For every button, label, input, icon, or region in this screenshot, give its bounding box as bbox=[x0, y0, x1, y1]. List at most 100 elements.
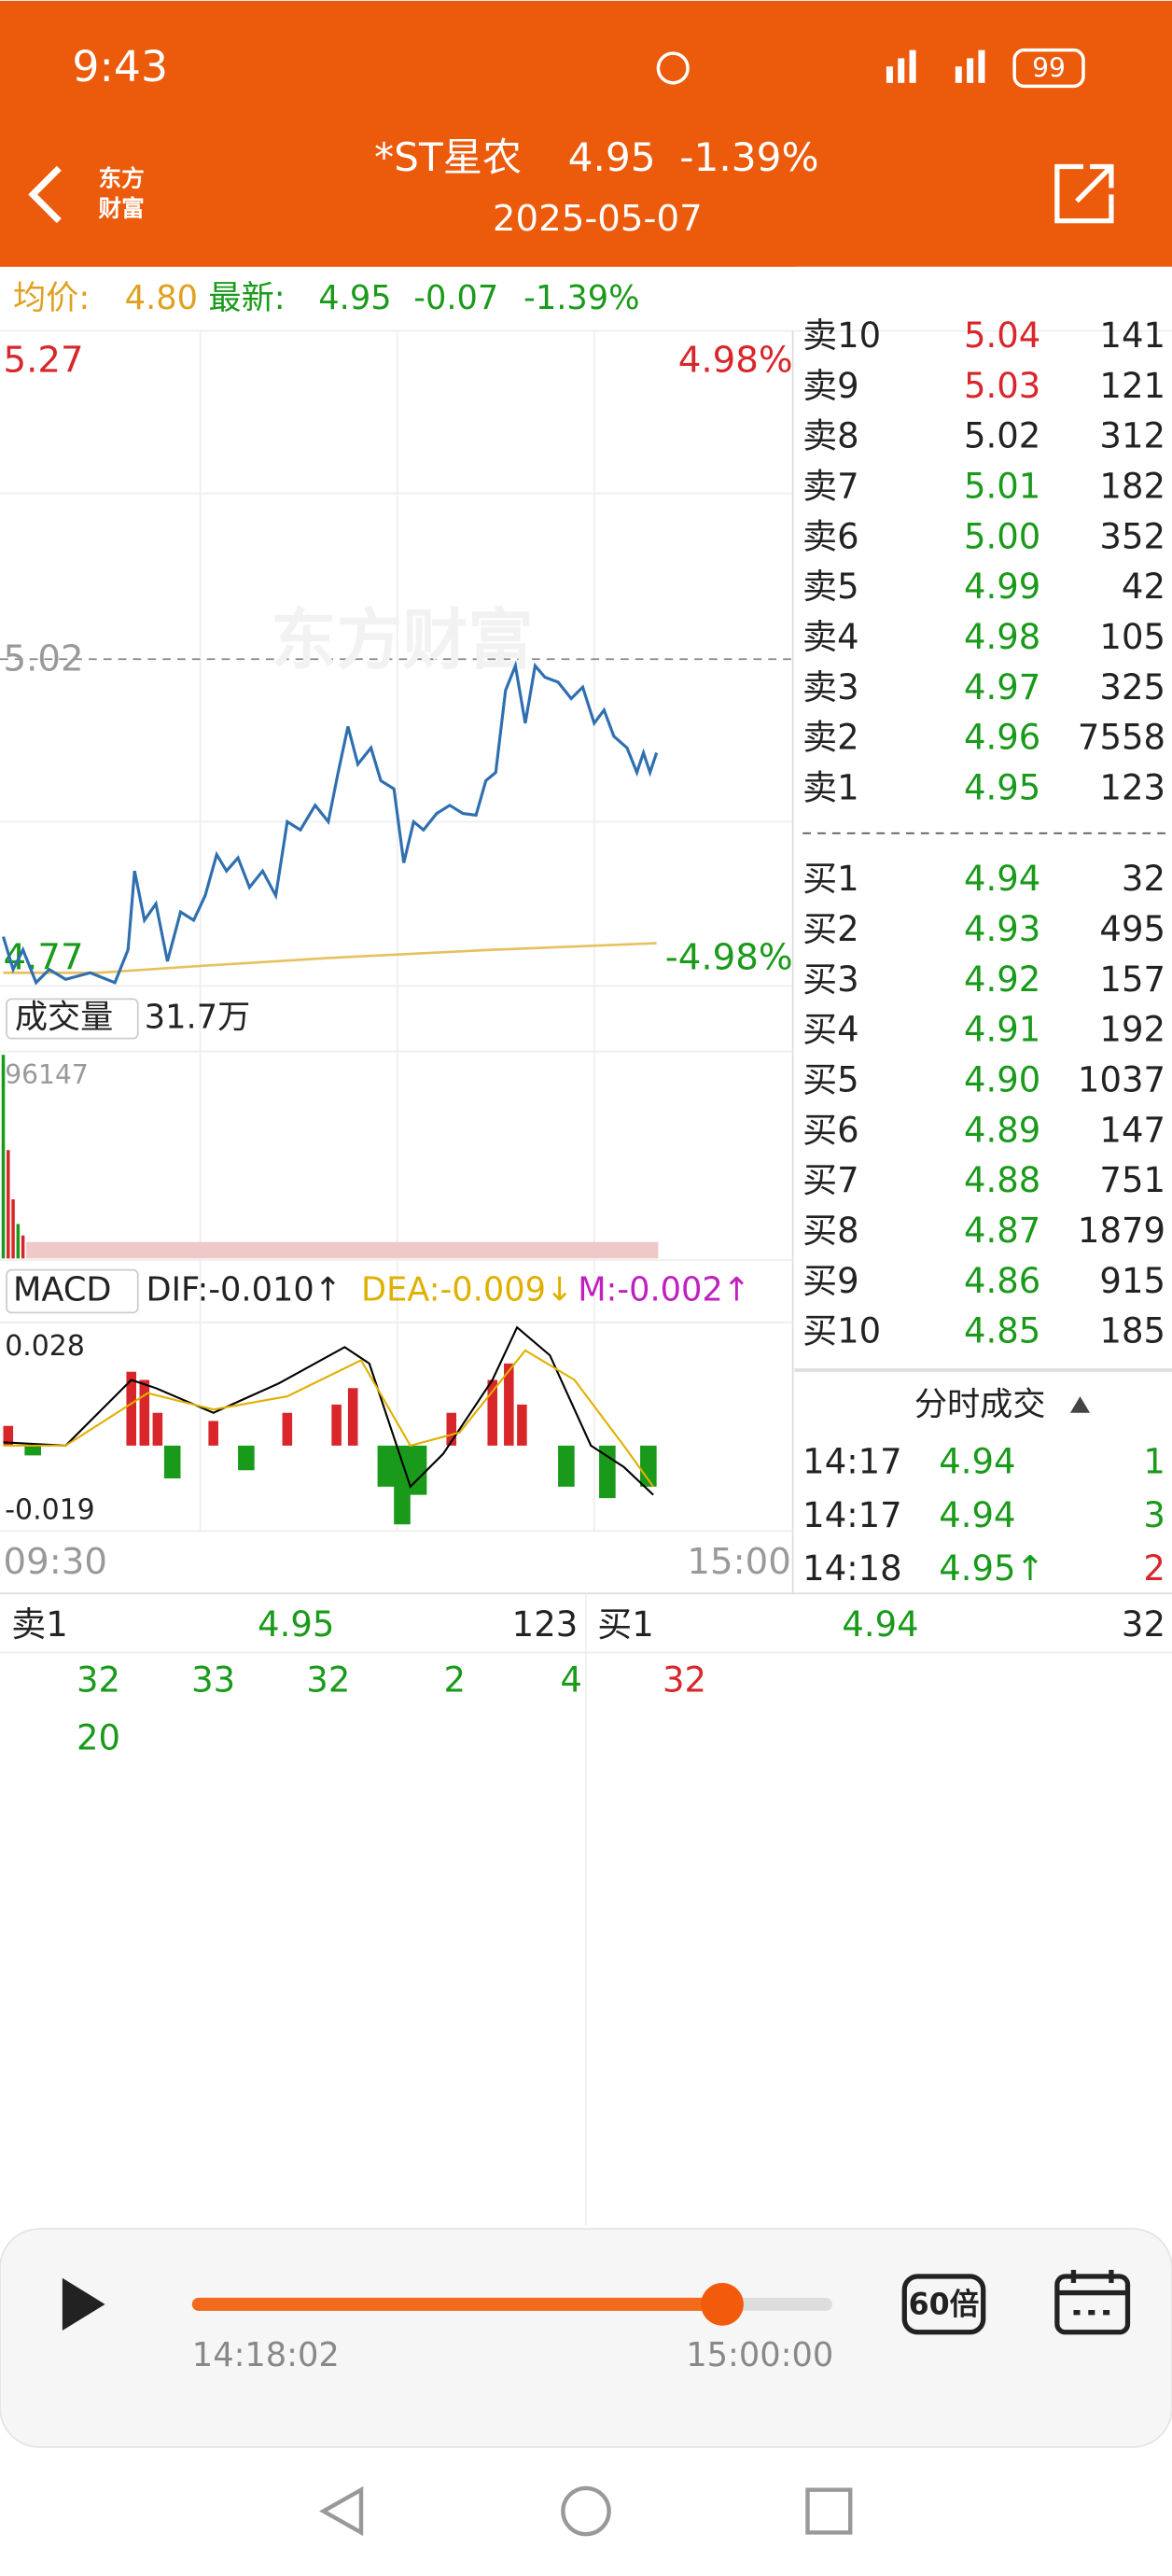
latest-price: 4.95 bbox=[318, 279, 391, 317]
clip bbox=[794, 266, 1172, 316]
book-volume: 121 bbox=[1099, 366, 1165, 406]
macd-bars bbox=[3, 1363, 657, 1525]
logo-text: 东方 bbox=[99, 165, 145, 192]
speed: 60倍 bbox=[909, 2289, 980, 2322]
time-start: 09:30 bbox=[4, 1541, 108, 1583]
book-price: 4.93 bbox=[964, 909, 1040, 949]
book-label: 卖1 bbox=[802, 767, 858, 807]
book-volume: 192 bbox=[1099, 1010, 1165, 1050]
book-label: 卖8 bbox=[802, 416, 858, 456]
dif-line bbox=[3, 1325, 654, 1496]
queue-buy-label: 买1 bbox=[597, 1604, 653, 1645]
book-volume: 495 bbox=[1099, 909, 1165, 949]
share-button[interactable] bbox=[1054, 163, 1114, 224]
y-min-pct: -4.98% bbox=[665, 937, 793, 979]
nav-recent[interactable] bbox=[805, 2487, 853, 2535]
book-volume: 141 bbox=[1099, 315, 1165, 356]
status-icons bbox=[656, 49, 985, 85]
macd-selector[interactable] bbox=[6, 1268, 139, 1314]
book-price: 5.03 bbox=[964, 366, 1040, 406]
speed-button[interactable] bbox=[901, 2274, 986, 2335]
book-label: 买8 bbox=[802, 1211, 858, 1251]
macd-min: -0.019 bbox=[5, 1494, 94, 1527]
nav-home[interactable] bbox=[561, 2485, 611, 2537]
trade-volume: 3 bbox=[1143, 1495, 1165, 1535]
end-time: 15:00:00 bbox=[686, 2336, 833, 2374]
queue-sell-label: 卖1 bbox=[11, 1604, 67, 1645]
play-button[interactable] bbox=[62, 2277, 105, 2331]
book-label: 买7 bbox=[802, 1160, 858, 1200]
book-label: 买5 bbox=[802, 1060, 858, 1100]
slider-fill bbox=[191, 2297, 723, 2311]
logo-text: 财富 bbox=[99, 194, 145, 221]
stock-change: -1.39% bbox=[679, 134, 818, 180]
back-button[interactable] bbox=[28, 165, 62, 224]
trade-volume: 1 bbox=[1143, 1442, 1165, 1482]
trade-time: 14:17 bbox=[802, 1442, 901, 1482]
queue-sell-price: 4.95 bbox=[258, 1604, 334, 1645]
nav-back[interactable] bbox=[319, 2485, 364, 2537]
avg-label: 均价: bbox=[13, 279, 90, 317]
volume-max: 96147 bbox=[5, 1059, 88, 1090]
book-label: 买9 bbox=[802, 1261, 858, 1301]
player-panel bbox=[0, 2228, 1172, 2448]
queue-buy-price: 4.94 bbox=[842, 1604, 918, 1645]
book-volume: 1037 bbox=[1078, 1060, 1165, 1100]
avg-price: 4.80 bbox=[125, 279, 198, 317]
price-line bbox=[2, 660, 659, 986]
book-price: 4.89 bbox=[964, 1110, 1040, 1150]
nav-bar bbox=[319, 2485, 853, 2537]
book-price: 4.97 bbox=[964, 667, 1040, 707]
trades-title[interactable]: 分时成交 bbox=[914, 1386, 1046, 1424]
book-volume: 105 bbox=[1099, 617, 1165, 657]
y-prev: 5.02 bbox=[4, 638, 84, 680]
book-volume: 147 bbox=[1099, 1110, 1165, 1150]
trade-price: 4.94 bbox=[939, 1442, 1015, 1482]
volume-selector[interactable] bbox=[6, 998, 139, 1040]
book-label: 卖2 bbox=[802, 718, 858, 758]
book-label: 买2 bbox=[802, 909, 858, 949]
book-divider bbox=[794, 1368, 1172, 1372]
volume-total: 31.7万 bbox=[145, 999, 250, 1037]
slider-knob[interactable] bbox=[701, 2283, 744, 2326]
trade-volume: 2 bbox=[1143, 1548, 1165, 1589]
book-volume: 182 bbox=[1099, 466, 1165, 506]
queue-sell-item: 32 bbox=[306, 1660, 350, 1701]
watermark: 东方财富 bbox=[271, 602, 533, 679]
book-label: 卖4 bbox=[802, 617, 858, 657]
volume-bars bbox=[1, 1055, 659, 1259]
grid bbox=[0, 329, 1172, 2226]
current-time: 14:18:02 bbox=[192, 2336, 340, 2374]
trade-time: 14:17 bbox=[802, 1495, 901, 1535]
book-volume: 751 bbox=[1099, 1160, 1165, 1200]
book-label: 卖3 bbox=[802, 667, 858, 707]
queue-buy-volume: 32 bbox=[1122, 1604, 1165, 1645]
book-volume: 915 bbox=[1099, 1261, 1165, 1301]
dea: DEA:-0.009↓ bbox=[361, 1271, 573, 1309]
book-price: 5.00 bbox=[964, 516, 1040, 556]
book-volume: 7558 bbox=[1078, 718, 1165, 758]
latest-change: -0.07 bbox=[413, 279, 498, 317]
trades-toggle[interactable] bbox=[1069, 1396, 1091, 1413]
calendar-button[interactable] bbox=[1054, 2269, 1131, 2335]
trade-price: 4.95↑ bbox=[939, 1548, 1044, 1589]
stock-price: 4.95 bbox=[568, 134, 656, 180]
book-volume: 157 bbox=[1099, 959, 1165, 1000]
queue-sell-item: 4 bbox=[560, 1660, 582, 1701]
dif: DIF:-0.010↑ bbox=[146, 1271, 342, 1309]
book-price: 4.87 bbox=[964, 1211, 1040, 1251]
book-label: 买3 bbox=[802, 959, 858, 1000]
macd-max: 0.028 bbox=[5, 1330, 85, 1363]
y-max: 5.27 bbox=[4, 339, 84, 381]
header-bg bbox=[0, 0, 1172, 267]
book-label: 买1 bbox=[802, 859, 858, 899]
trade-time: 14:18 bbox=[802, 1548, 901, 1589]
book-label: 买10 bbox=[802, 1311, 881, 1351]
queue-buy-item: 32 bbox=[663, 1660, 706, 1701]
m: M:-0.002↑ bbox=[578, 1271, 750, 1309]
book-price: 4.85 bbox=[964, 1311, 1040, 1351]
book-price: 4.92 bbox=[964, 959, 1040, 1000]
book-price: 4.86 bbox=[964, 1261, 1040, 1301]
queue-sell-item: 32 bbox=[77, 1660, 120, 1701]
